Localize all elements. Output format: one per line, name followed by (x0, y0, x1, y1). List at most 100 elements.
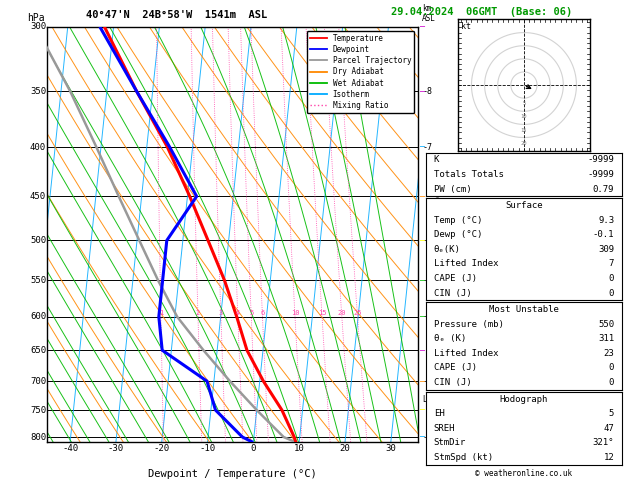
Text: -2: -2 (423, 433, 433, 442)
Text: SREH: SREH (433, 424, 455, 433)
Text: —: — (420, 312, 425, 321)
Text: Temp (°C): Temp (°C) (433, 216, 482, 225)
Text: 10: 10 (291, 310, 299, 316)
Text: Lifted Index: Lifted Index (433, 349, 498, 358)
Text: 1: 1 (159, 310, 163, 316)
Text: K: K (433, 156, 439, 164)
Text: 350: 350 (30, 87, 46, 96)
Text: —: — (420, 87, 425, 96)
Text: 47: 47 (603, 424, 615, 433)
Text: 600: 600 (30, 312, 46, 321)
Text: CIN (J): CIN (J) (433, 289, 471, 297)
Text: 6: 6 (260, 310, 265, 316)
Text: PW (cm): PW (cm) (433, 185, 471, 193)
Text: 5: 5 (522, 101, 526, 106)
Text: —: — (420, 276, 425, 285)
Text: 750: 750 (30, 405, 46, 415)
Text: 300: 300 (30, 22, 46, 31)
Text: Mixing Ratio (g/kg): Mixing Ratio (g/kg) (434, 187, 443, 282)
Text: -9999: -9999 (587, 170, 615, 179)
Text: 0: 0 (609, 378, 615, 387)
Text: LCL: LCL (423, 396, 437, 404)
Text: 12: 12 (603, 453, 615, 462)
Text: 311: 311 (598, 334, 615, 343)
Text: CAPE (J): CAPE (J) (433, 364, 477, 372)
Text: StmDir: StmDir (433, 438, 466, 447)
Text: 40°47'N  24B°58'W  1541m  ASL: 40°47'N 24B°58'W 1541m ASL (86, 11, 268, 20)
Text: θₑ(K): θₑ(K) (433, 245, 460, 254)
Text: —: — (420, 377, 425, 386)
Text: 0: 0 (251, 444, 256, 453)
Text: 450: 450 (30, 192, 46, 201)
Text: Lifted Index: Lifted Index (433, 260, 498, 268)
Text: 5: 5 (609, 409, 615, 418)
Text: 550: 550 (598, 320, 615, 329)
Legend: Temperature, Dewpoint, Parcel Trajectory, Dry Adiabat, Wet Adiabat, Isotherm, Mi: Temperature, Dewpoint, Parcel Trajectory… (307, 31, 415, 113)
Text: —: — (420, 346, 425, 355)
Text: 10: 10 (294, 444, 304, 453)
Text: StmSpd (kt): StmSpd (kt) (433, 453, 493, 462)
Text: -20: -20 (153, 444, 170, 453)
Text: 3: 3 (219, 310, 223, 316)
Text: 650: 650 (30, 346, 46, 355)
Text: 0: 0 (609, 274, 615, 283)
Text: 20: 20 (340, 444, 350, 453)
Text: Dewpoint / Temperature (°C): Dewpoint / Temperature (°C) (148, 469, 317, 479)
Text: 800: 800 (30, 433, 46, 442)
Text: Pressure (mb): Pressure (mb) (433, 320, 504, 329)
Text: Most Unstable: Most Unstable (489, 305, 559, 314)
Text: -5: -5 (423, 276, 433, 285)
Text: 4: 4 (236, 310, 240, 316)
Text: 15: 15 (318, 310, 326, 316)
Text: -8: -8 (423, 87, 433, 96)
Text: 20: 20 (521, 140, 527, 146)
Text: -6: -6 (423, 236, 433, 245)
Text: 23: 23 (603, 349, 615, 358)
Text: 0.79: 0.79 (593, 185, 615, 193)
Text: 15: 15 (521, 127, 527, 133)
Text: —: — (420, 142, 425, 152)
Text: 0: 0 (609, 364, 615, 372)
Text: CAPE (J): CAPE (J) (433, 274, 477, 283)
Text: Surface: Surface (505, 201, 543, 210)
Text: 9.3: 9.3 (598, 216, 615, 225)
Text: -3: -3 (423, 377, 433, 386)
Text: -4: -4 (423, 312, 433, 321)
Text: CIN (J): CIN (J) (433, 378, 471, 387)
Text: © weatheronline.co.uk: © weatheronline.co.uk (476, 469, 572, 478)
Text: -9999: -9999 (587, 156, 615, 164)
Text: -7: -7 (423, 142, 433, 152)
Text: 30: 30 (386, 444, 396, 453)
Text: 550: 550 (30, 276, 46, 285)
Text: 700: 700 (30, 377, 46, 386)
Text: 5: 5 (249, 310, 253, 316)
Text: 7: 7 (609, 260, 615, 268)
Text: 0: 0 (609, 289, 615, 297)
Text: —: — (420, 405, 425, 415)
Text: 25: 25 (353, 310, 362, 316)
Text: 20: 20 (338, 310, 346, 316)
Text: 2: 2 (196, 310, 200, 316)
Text: EH: EH (433, 409, 445, 418)
Text: -40: -40 (62, 444, 78, 453)
Text: —: — (420, 192, 425, 201)
Text: -10: -10 (199, 444, 216, 453)
Text: kt: kt (461, 22, 471, 31)
Text: Dewp (°C): Dewp (°C) (433, 230, 482, 239)
Text: km
ASL: km ASL (422, 4, 436, 22)
Text: 309: 309 (598, 245, 615, 254)
Text: Totals Totals: Totals Totals (433, 170, 504, 179)
Text: 321°: 321° (593, 438, 615, 447)
Text: —: — (420, 236, 425, 245)
Text: —: — (420, 22, 425, 31)
Text: 29.04.2024  06GMT  (Base: 06): 29.04.2024 06GMT (Base: 06) (391, 7, 572, 17)
Text: θₑ (K): θₑ (K) (433, 334, 466, 343)
Text: Hodograph: Hodograph (500, 395, 548, 403)
Text: hPa: hPa (27, 13, 45, 22)
Text: 500: 500 (30, 236, 46, 245)
Text: -30: -30 (108, 444, 124, 453)
Text: -0.1: -0.1 (593, 230, 615, 239)
Text: 10: 10 (521, 114, 527, 120)
Text: 400: 400 (30, 142, 46, 152)
Text: —: — (420, 433, 425, 442)
